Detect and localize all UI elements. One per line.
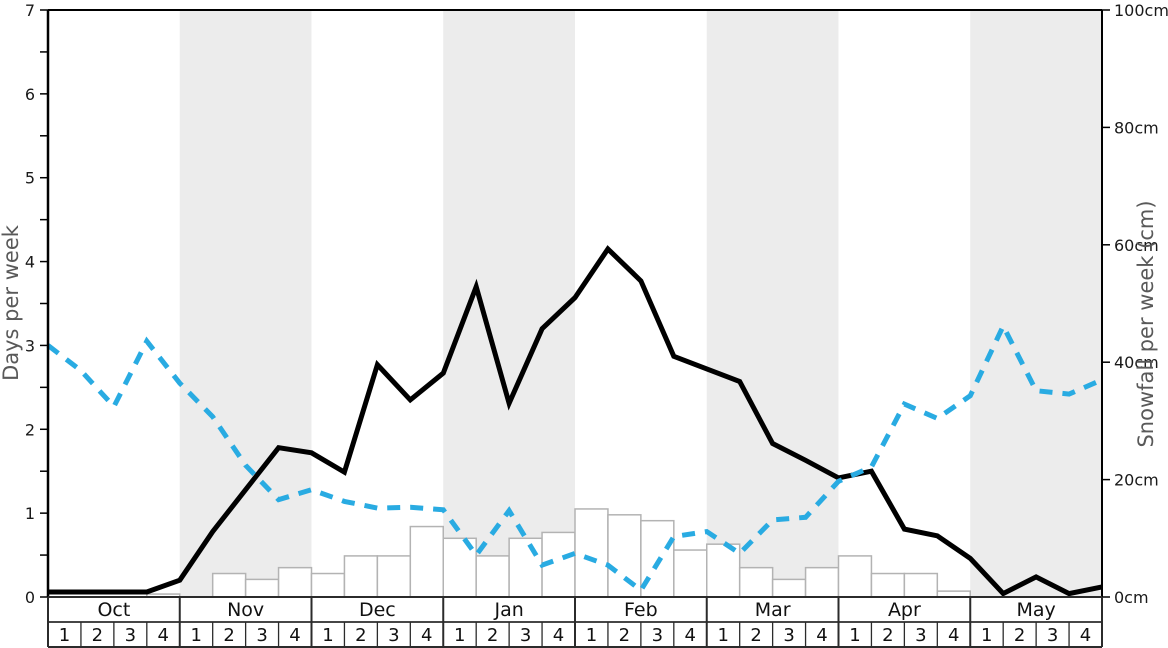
- week-number-label: 2: [1014, 625, 1025, 646]
- week-number-label: 1: [322, 625, 333, 646]
- week-number-label: 3: [783, 625, 794, 646]
- week-number-label: 2: [487, 625, 498, 646]
- left-axis-tick-label: 1: [25, 504, 35, 523]
- snowfall-bar: [574, 508, 609, 598]
- week-number-label: 2: [92, 625, 103, 646]
- week-number-label: 4: [158, 625, 169, 646]
- snowfall-bar: [738, 566, 774, 598]
- month-label: Oct: [97, 599, 130, 621]
- snowfall-bar: [409, 525, 444, 598]
- week-number-label: 1: [454, 625, 465, 646]
- month-label: Apr: [888, 599, 921, 621]
- week-number-label: 2: [750, 625, 761, 646]
- snowfall-bar: [903, 572, 939, 598]
- week-number-label: 3: [256, 625, 267, 646]
- week-number-label: 4: [685, 625, 696, 646]
- line-series-group: [46, 245, 1103, 597]
- snowfall-bar: [244, 578, 280, 598]
- week-number-label: 1: [59, 625, 70, 646]
- right-axis-tick-label: 20cm: [1114, 471, 1159, 490]
- month-label: Dec: [359, 599, 396, 621]
- snowfall-bar: [475, 555, 510, 598]
- left-axis-tick-label: 2: [25, 420, 35, 439]
- snowfall-bar: [508, 537, 543, 598]
- week-number-label: 4: [421, 625, 432, 646]
- shaded-band-mar: [706, 10, 839, 597]
- week-number-label: 1: [981, 625, 992, 646]
- week-number-label: 1: [586, 625, 597, 646]
- right-axis-tick-label: 60cm: [1114, 236, 1159, 255]
- snowfall-bar: [673, 549, 708, 598]
- week-number-label: 4: [289, 625, 300, 646]
- week-number-label: 3: [915, 625, 926, 646]
- week-number-label: 3: [652, 625, 663, 646]
- week-number-label: 3: [125, 625, 136, 646]
- snowfall-bar: [804, 566, 840, 598]
- right-axis-title: Snowfall per week (cm): [1134, 200, 1158, 447]
- left-axis-tick-label: 7: [25, 1, 35, 20]
- week-number-label: 3: [1047, 625, 1058, 646]
- right-axis-tick-label: 100cm: [1114, 1, 1168, 20]
- right-axis-tick-label: 80cm: [1114, 118, 1159, 137]
- shaded-band-may: [970, 10, 1102, 597]
- left-axis-title: Days per week: [0, 224, 23, 381]
- snowfall-bar: [771, 578, 807, 598]
- week-number-label: 3: [520, 625, 531, 646]
- right-axis-tick-label: 40cm: [1114, 353, 1159, 372]
- shaded-band-nov: [179, 10, 312, 597]
- snowfall-bar: [837, 555, 873, 598]
- snowfall-bar: [706, 543, 741, 598]
- month-label: May: [1016, 599, 1055, 621]
- snowfall-bar: [607, 514, 642, 598]
- snowfall-bar: [376, 555, 412, 598]
- week-number-label: 2: [223, 625, 234, 646]
- days-solid-line: [48, 245, 1103, 597]
- snowfall-bars-group: [146, 508, 971, 598]
- week-number-label: 1: [190, 625, 201, 646]
- snowfall-bar: [343, 555, 379, 598]
- left-axis-tick-label: 3: [25, 336, 35, 355]
- tick-labels-group: 0 1 2 3 4 5 6 7 0cm 20cm 40cm 60cm 80cm 100cm: [25, 1, 1168, 607]
- month-label: Feb: [624, 599, 658, 621]
- left-axis-tick-label: 5: [25, 169, 35, 188]
- month-label: Nov: [227, 599, 264, 621]
- week-number-label: 4: [948, 625, 959, 646]
- month-label: Jan: [493, 599, 523, 621]
- right-axis-tick-label: 0cm: [1114, 588, 1149, 607]
- week-number-label: 4: [1080, 625, 1091, 646]
- snowfall-bar: [870, 572, 906, 598]
- week-number-label: 2: [882, 625, 893, 646]
- month-shading-bands: [179, 10, 1102, 597]
- month-label: Mar: [755, 599, 791, 621]
- week-number-label: 1: [849, 625, 860, 646]
- week-number-label: 4: [553, 625, 564, 646]
- shaded-band-jan: [443, 10, 575, 597]
- week-number-label: 1: [717, 625, 728, 646]
- week-number-label: 3: [388, 625, 399, 646]
- week-number-label: 2: [619, 625, 630, 646]
- snowfall-bar: [277, 566, 313, 598]
- snowfall-bar: [211, 572, 247, 598]
- left-axis-tick-label: 6: [25, 85, 35, 104]
- days-dashed-line: [46, 320, 1103, 594]
- left-axis-tick-label: 4: [25, 253, 35, 272]
- snowfall-bar: [310, 572, 346, 598]
- week-number-label: 2: [355, 625, 366, 646]
- left-axis-tick-label: 0: [25, 588, 35, 607]
- week-number-label: 4: [816, 625, 827, 646]
